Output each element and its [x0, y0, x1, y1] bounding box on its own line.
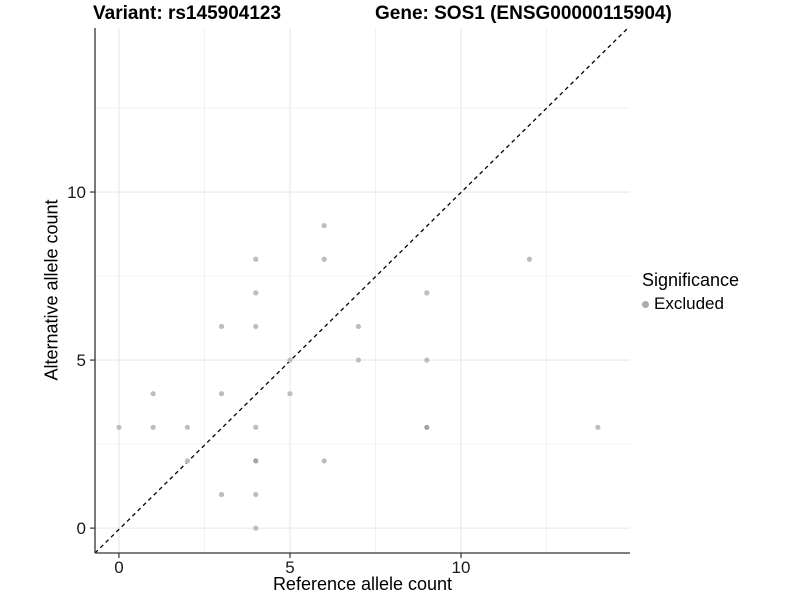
- data-point: [287, 357, 293, 363]
- data-point: [355, 357, 361, 363]
- data-point: [287, 391, 293, 397]
- data-point: [184, 458, 190, 464]
- data-point: [150, 391, 156, 397]
- data-point: [218, 491, 225, 498]
- data-point: [321, 458, 327, 464]
- identity-reference-line: [94, 27, 629, 554]
- legend-title: Significance: [642, 270, 740, 290]
- y-tick-label: 5: [77, 351, 86, 370]
- legend-item-excluded: Excluded: [642, 294, 739, 314]
- gene-title: Gene: SOS1 (ENSG00000115904): [375, 3, 672, 24]
- x-tick-label: 5: [285, 558, 294, 577]
- data-point: [424, 290, 430, 296]
- y-tick-label: 0: [77, 519, 86, 538]
- x-tick-label: 10: [452, 558, 471, 577]
- data-point: [321, 256, 327, 262]
- data-point: [253, 458, 259, 464]
- data-point: [218, 391, 225, 397]
- data-point: [321, 223, 327, 229]
- data-point: [424, 424, 430, 430]
- data-point: [116, 424, 122, 430]
- data-point: [184, 424, 190, 430]
- data-point: [253, 323, 259, 330]
- data-point: [355, 323, 361, 330]
- excluded-point-icon: [642, 300, 649, 308]
- data-point: [150, 424, 156, 430]
- x-tick-label: 0: [114, 558, 123, 577]
- data-point: [595, 424, 601, 430]
- data-point: [253, 424, 259, 430]
- variant-title: Variant: rs145904123: [93, 3, 282, 24]
- legend: Significance Excluded: [642, 270, 739, 314]
- data-point: [253, 290, 259, 296]
- legend-item-label: Excluded: [654, 294, 724, 313]
- data-point: [253, 491, 259, 498]
- data-point: [253, 256, 259, 262]
- y-axis-label: Alternative allele count: [41, 199, 62, 381]
- data-point: [218, 323, 225, 330]
- x-axis-label: Reference allele count: [272, 574, 453, 594]
- data-point: [253, 525, 259, 531]
- y-tick-label: 10: [67, 183, 86, 202]
- data-point: [526, 256, 533, 262]
- data-point: [424, 357, 430, 363]
